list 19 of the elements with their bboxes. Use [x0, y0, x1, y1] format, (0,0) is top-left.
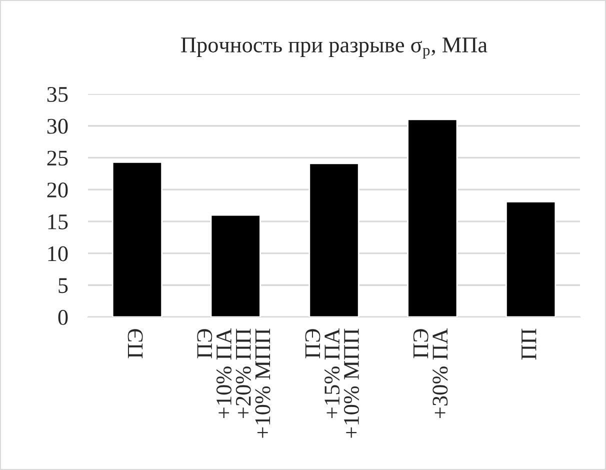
y-tick-label: 30 [47, 118, 68, 134]
y-tick-label: 35 [47, 86, 68, 102]
y-tick-label: 10 [48, 246, 68, 262]
y-tick-label: 0 [58, 310, 68, 325]
chart-title: Прочность при разрыве σ$_{р}$, МПа [181, 38, 488, 59]
y-tick-label: 25 [47, 150, 68, 166]
bar [112, 161, 162, 317]
x-tick-label: ПП [522, 328, 536, 360]
x-tick-label: ПЭ +30% ПА [413, 328, 448, 418]
x-tick-label: ПЭ +15% ПА +10% МПП [305, 328, 360, 438]
y-tick-label: 20 [47, 182, 68, 198]
bar [506, 200, 556, 317]
bar [308, 162, 360, 317]
y-tick-label: 15 [48, 214, 68, 230]
bar [407, 118, 458, 317]
bar [210, 214, 261, 317]
y-tick-label: 5 [58, 278, 68, 294]
x-tick-label: ПЭ +10% ПА +20% ПП +10% МПП [197, 328, 270, 438]
x-tick-label: ПЭ [128, 329, 143, 358]
